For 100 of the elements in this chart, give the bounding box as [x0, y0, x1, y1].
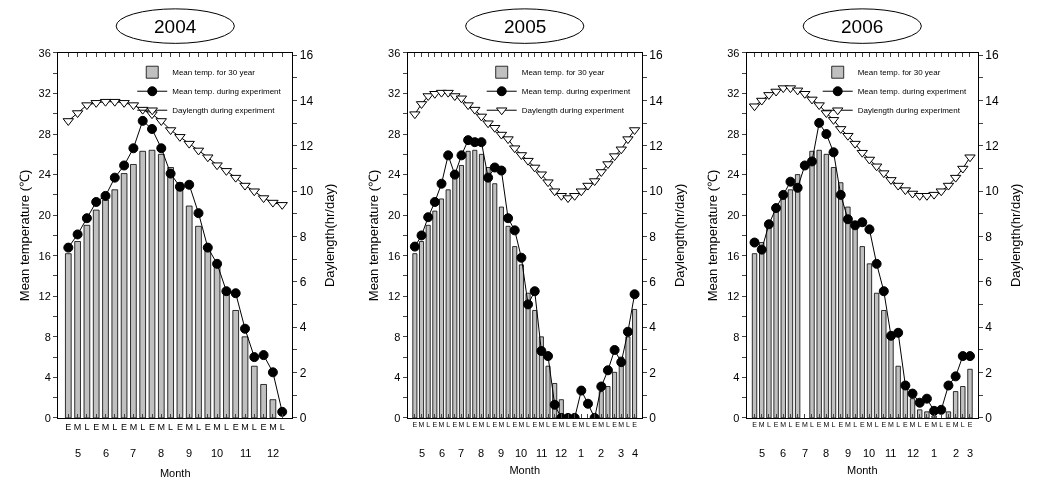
y2-tick-label: 12 [649, 139, 663, 154]
text: 6 [439, 447, 446, 459]
y2-tick-label: 2 [649, 365, 657, 380]
y2-tick-label: 14 [985, 93, 999, 108]
y-tick-label: 16 [388, 249, 401, 262]
y-tick-label: 24 [38, 168, 51, 181]
x-tick-label: E [232, 421, 239, 432]
y-tick-label: 12 [38, 290, 51, 303]
y2-axis-title: Daylength(hr/day) [322, 183, 338, 288]
x-tick-label: E [93, 421, 100, 432]
text: 10 [863, 447, 876, 459]
x-tick-label: M [73, 421, 82, 432]
y-tick-label: 12 [727, 290, 740, 303]
y-tick-label: 24 [727, 168, 740, 181]
x-tick-label: L [279, 421, 285, 432]
y2-tick-label: 14 [299, 93, 314, 108]
y2-tick-label: 8 [649, 229, 657, 244]
text: 4 [632, 447, 639, 459]
y2-tick-label: 8 [985, 229, 993, 244]
x-tick-label: M [129, 421, 138, 432]
y-tick-label: 4 [733, 371, 740, 384]
y-axis-title: Mean temperature (℃) [366, 169, 382, 302]
y2-tick-label: 0 [299, 411, 307, 426]
legend-label: Mean temp. during experiment [521, 87, 631, 97]
text: 5 [419, 447, 426, 459]
y-tick-label: 0 [394, 411, 401, 424]
text: 12 [267, 447, 280, 459]
y-tick-label: 20 [38, 209, 51, 222]
x-tick-label: L [223, 421, 229, 432]
y-axis-title: Mean temperature (℃) [705, 169, 721, 302]
y-tick-label: 28 [388, 127, 401, 140]
y2-tick-label: 2 [299, 365, 307, 380]
text: 12 [555, 447, 568, 459]
y2-tick-label: 0 [985, 411, 993, 426]
text: 8 [158, 447, 165, 459]
chart-title: 2004 [154, 16, 197, 37]
y-tick-label: 36 [388, 46, 401, 59]
text: 5 [759, 447, 766, 459]
y-tick-label: 28 [38, 127, 51, 140]
x-axis-title: Month [509, 463, 541, 476]
y2-tick-label: 6 [299, 275, 307, 290]
text: 9 [498, 447, 505, 459]
text: 8 [478, 447, 485, 459]
y-axis-title: Mean temperature (℃) [16, 169, 32, 302]
text: 11 [240, 447, 252, 459]
x-axis-title: Month [846, 463, 878, 476]
legend-label: Mean temp. during experiment [172, 87, 282, 97]
text: 7 [458, 447, 465, 459]
chart-title: 2006 [841, 16, 884, 37]
x-tick-label: M [157, 421, 166, 432]
text: 8 [823, 447, 830, 459]
y2-tick-label: 2 [985, 365, 993, 380]
y-tick-label: 12 [388, 290, 401, 303]
x-tick-label: L [251, 421, 257, 432]
x-tick-label: L [140, 421, 146, 432]
text: 3 [967, 447, 974, 459]
y2-tick-label: 16 [985, 48, 999, 63]
y-tick-label: 20 [727, 209, 740, 222]
text: 6 [780, 447, 787, 459]
text: 1 [578, 447, 585, 459]
y2-tick-label: 12 [299, 139, 314, 154]
y2-tick-label: 6 [649, 275, 657, 290]
legend-label: Daylength during experiment [521, 106, 625, 116]
x-tick-label: E [260, 421, 267, 432]
legend-label: Daylength during experiment [857, 106, 961, 116]
legend-label: Daylength during experiment [172, 106, 276, 116]
legend-label: Mean temp. for 30 year [857, 68, 941, 78]
text: 7 [802, 447, 809, 459]
y2-tick-label: 10 [649, 184, 663, 199]
text: 10 [515, 447, 528, 459]
text: 3 [618, 447, 625, 459]
y-tick-label: 8 [44, 330, 51, 343]
x-tick-label: E [148, 421, 156, 432]
text: 2 [598, 447, 605, 459]
x-tick-label: L [168, 421, 174, 432]
legend-label: Mean temp. during experiment [857, 87, 967, 97]
y-tick-label: 0 [44, 411, 51, 424]
y-tick-label: 32 [727, 87, 740, 100]
text: 5 [75, 447, 82, 459]
y-tick-label: 8 [733, 330, 740, 343]
y-tick-label: 0 [733, 411, 740, 424]
y-tick-label: 24 [388, 168, 401, 181]
x-tick-label: M [185, 421, 193, 432]
y2-tick-label: 16 [649, 48, 663, 63]
x-tick-label: L [84, 421, 90, 432]
y-tick-label: 20 [388, 209, 401, 222]
text: 9 [845, 447, 852, 459]
text: 7 [130, 447, 137, 459]
x-tick-label: E [176, 421, 183, 432]
x-tick-label: E [121, 421, 128, 432]
x-tick-label: M [213, 421, 221, 432]
y2-tick-label: 6 [985, 275, 993, 290]
y-tick-label: 4 [394, 371, 401, 384]
y-tick-label: 8 [394, 330, 401, 343]
text: 9 [186, 447, 193, 459]
y2-tick-label: 16 [299, 48, 314, 63]
y2-tick-label: 0 [649, 411, 657, 426]
legend-label: Mean temp. for 30 year [521, 68, 605, 78]
y-tick-label: 32 [388, 87, 401, 100]
x-tick-label: L [195, 421, 202, 432]
